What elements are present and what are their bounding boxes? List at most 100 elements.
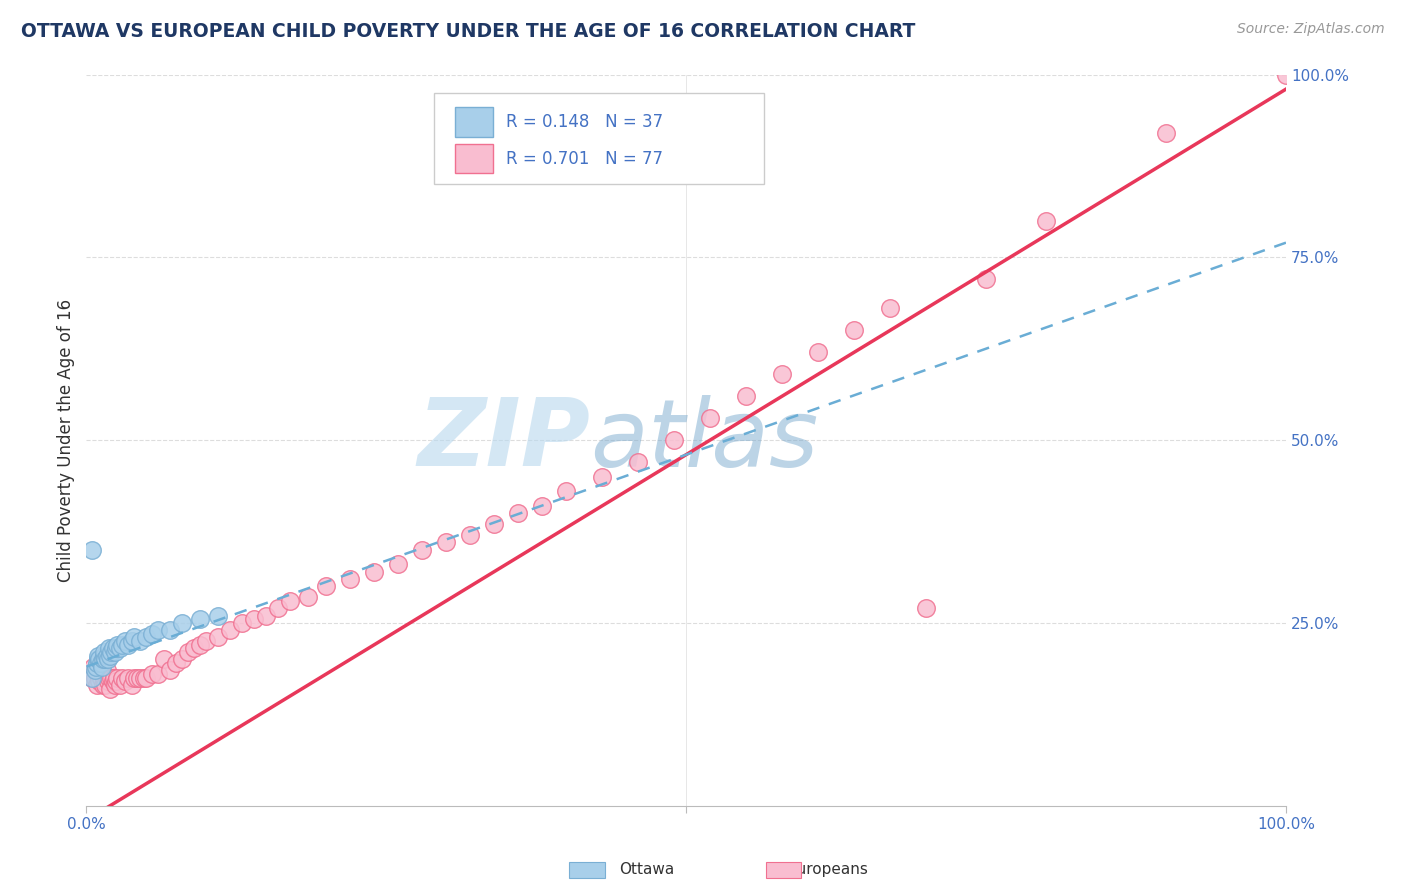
Text: Source: ZipAtlas.com: Source: ZipAtlas.com [1237,22,1385,37]
Point [101,674,124,689]
Point [82,671,104,685]
Point [141,667,163,681]
Point [278,594,301,608]
Point [770,368,793,382]
Point [82,671,104,685]
Text: atlas: atlas [591,394,818,485]
Point [1275,68,1298,82]
Point [148,623,170,637]
Point [363,565,385,579]
Point [90,667,112,681]
Point [915,601,938,615]
Point [121,634,143,648]
Point [183,641,205,656]
Point [807,345,830,359]
Point [555,484,578,499]
Point [141,627,163,641]
Point [111,671,134,685]
Point [207,608,229,623]
Point [458,528,481,542]
Point [411,542,433,557]
Point [98,681,121,696]
Point [135,631,157,645]
Point [842,323,865,337]
Point [114,674,136,689]
Point [243,612,266,626]
Point [114,634,136,648]
Point [86,656,108,670]
Point [98,671,121,685]
Text: Ottawa: Ottawa [619,863,673,877]
Point [591,469,613,483]
Point [107,638,129,652]
Point [125,671,148,685]
Point [207,631,229,645]
Point [93,645,115,659]
Point [267,601,290,615]
Point [165,656,187,670]
Point [89,652,111,666]
Point [153,652,176,666]
Point [87,656,110,670]
FancyBboxPatch shape [454,107,494,136]
Y-axis label: Child Poverty Under the Age of 16: Child Poverty Under the Age of 16 [58,299,75,582]
Point [98,641,121,656]
Text: R = 0.148   N = 37: R = 0.148 N = 37 [506,113,664,131]
Point [84,659,107,673]
Text: ZIP: ZIP [418,394,591,486]
Point [117,638,139,652]
Point [315,579,337,593]
Point [129,671,152,685]
Text: Europeans: Europeans [787,863,869,877]
FancyBboxPatch shape [434,93,763,184]
Point [84,664,107,678]
Point [231,615,253,630]
Point [195,634,218,648]
Point [124,671,146,685]
Point [434,535,457,549]
Point [1035,213,1057,227]
Point [627,455,650,469]
Point [662,433,685,447]
Point [188,612,211,626]
Point [188,638,211,652]
Point [94,652,117,666]
Point [104,645,127,659]
Point [87,652,110,666]
Point [83,671,105,685]
Point [91,652,114,666]
Point [254,608,277,623]
Point [531,499,554,513]
Point [108,678,131,692]
Point [387,558,409,572]
Text: OTTAWA VS EUROPEAN CHILD POVERTY UNDER THE AGE OF 16 CORRELATION CHART: OTTAWA VS EUROPEAN CHILD POVERTY UNDER T… [21,22,915,41]
Point [94,678,117,692]
Point [91,678,114,692]
Point [172,615,194,630]
Point [104,678,127,692]
Point [101,641,124,656]
Point [124,631,146,645]
Point [699,411,721,425]
Point [87,667,110,681]
FancyBboxPatch shape [454,144,494,173]
Point [159,623,181,637]
Text: R = 0.701   N = 77: R = 0.701 N = 77 [506,150,664,168]
Point [87,648,110,663]
Point [93,671,115,685]
Point [159,664,181,678]
Point [177,645,200,659]
Point [482,517,505,532]
Point [90,659,112,673]
Point [86,678,108,692]
Point [129,634,152,648]
Point [93,648,115,663]
Point [105,674,128,689]
Point [172,652,194,666]
Point [83,664,105,678]
Point [1154,126,1177,140]
Point [974,272,997,286]
Point [735,389,758,403]
Point [111,638,134,652]
Point [107,671,129,685]
